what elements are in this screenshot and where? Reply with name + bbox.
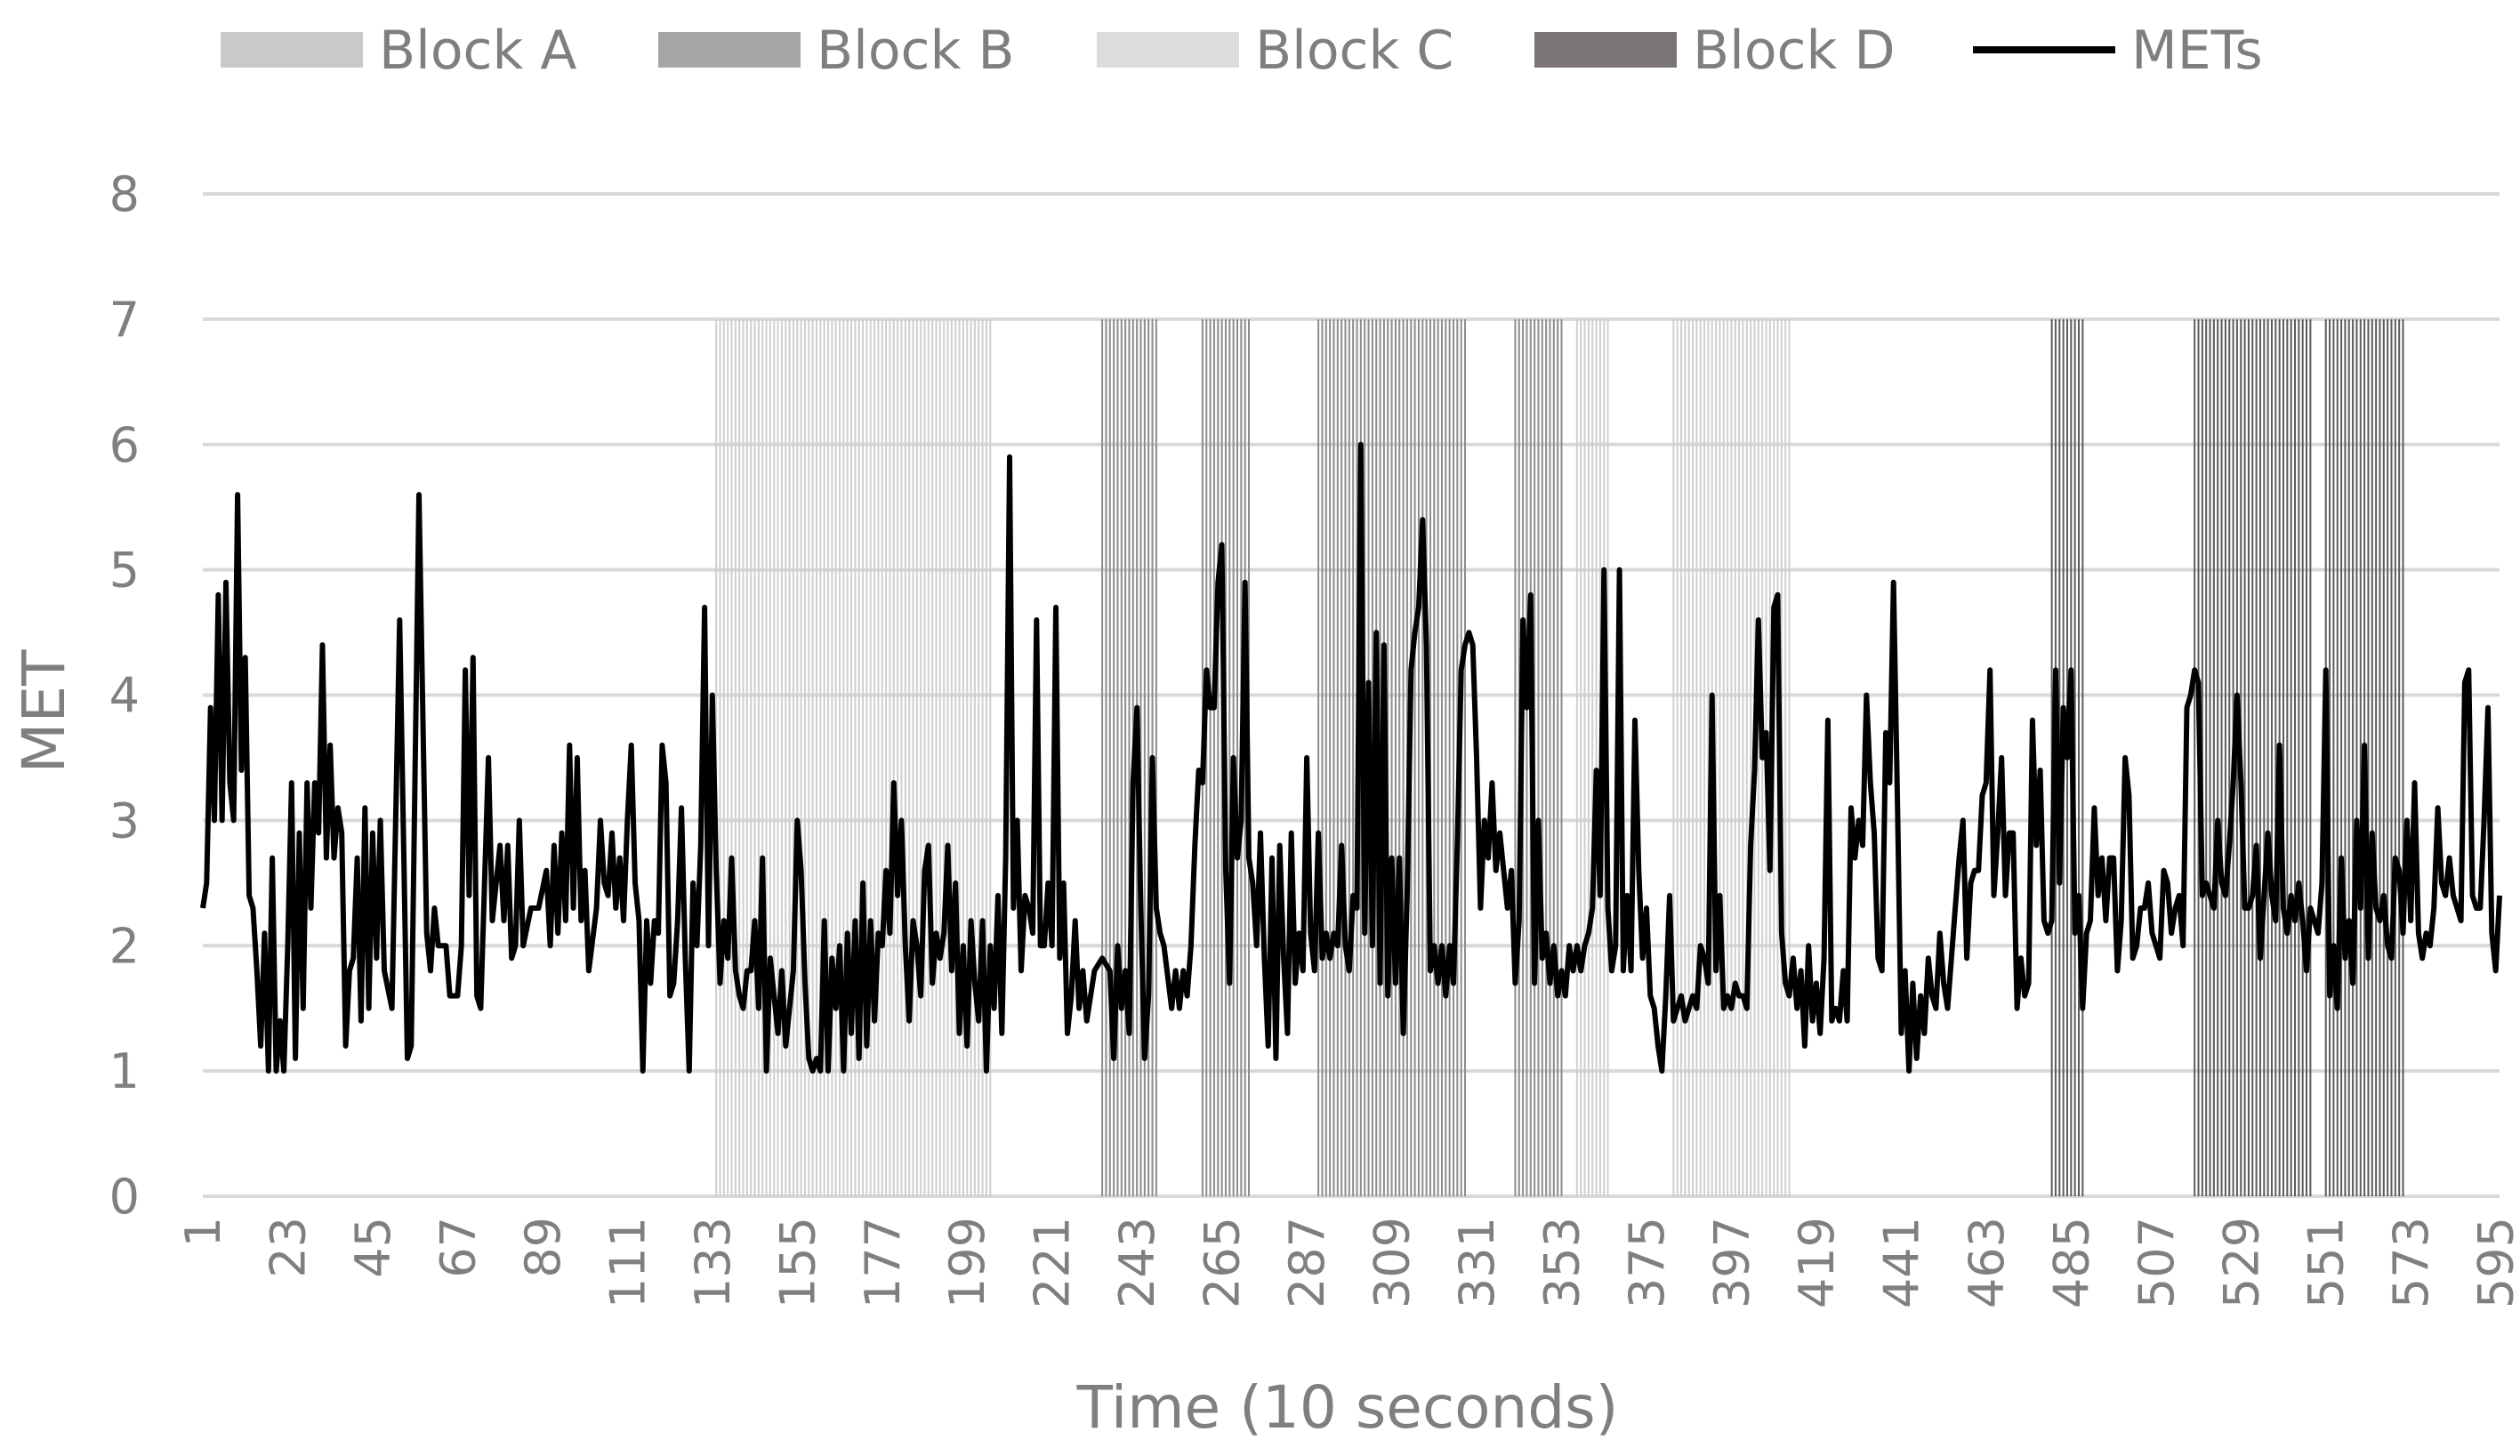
legend-swatch <box>1097 32 1239 68</box>
block-range <box>1101 318 1157 1196</box>
legend: Block A Block B Block C Block D METs <box>221 20 2263 82</box>
block-range <box>1317 318 1467 1196</box>
block-range <box>715 318 992 1196</box>
legend-label: Block D <box>1693 20 1896 82</box>
x-tick-label: 573 <box>2383 1217 2439 1308</box>
legend-item-block-b: Block B <box>658 20 1015 82</box>
x-tick-label: 529 <box>2213 1217 2269 1308</box>
legend-swatch <box>221 32 363 68</box>
x-tick-label: 89 <box>515 1217 571 1278</box>
x-tick-labels: 1 23 45 67 89 111 133 155 177 199 221 243 265 287 309 3… <box>175 1217 2520 1308</box>
x-tick-label: 331 <box>1449 1217 1505 1308</box>
x-tick-label: 111 <box>600 1217 656 1308</box>
legend-item-block-d: Block D <box>1534 20 1896 82</box>
y-tick-label: 8 <box>109 166 140 222</box>
x-tick-label: 265 <box>1195 1217 1251 1308</box>
block-bands <box>715 318 2404 1196</box>
x-tick-label: 595 <box>2468 1217 2520 1308</box>
y-axis-title: MET <box>10 649 78 774</box>
x-tick-label: 177 <box>855 1217 911 1308</box>
x-tick-label: 441 <box>1873 1217 1929 1308</box>
legend-label: Block C <box>1255 20 1453 82</box>
x-tick-label: 463 <box>1959 1217 2015 1308</box>
legend-label: METs <box>2131 20 2263 82</box>
legend-swatch <box>1534 32 1677 68</box>
y-tick-label: 1 <box>109 1043 140 1099</box>
y-tick-label: 6 <box>109 417 140 473</box>
x-tick-label: 221 <box>1025 1217 1081 1308</box>
x-tick-label: 1 <box>175 1217 231 1247</box>
legend-swatch <box>658 32 801 68</box>
x-tick-label: 243 <box>1109 1217 1165 1308</box>
y-tick-labels: 0 1 2 3 4 5 6 7 8 <box>109 166 140 1225</box>
legend-label: Block B <box>817 20 1015 82</box>
y-tick-label: 3 <box>109 792 140 849</box>
x-tick-label: 67 <box>430 1217 486 1278</box>
legend-item-block-a: Block A <box>221 20 576 82</box>
x-tick-label: 133 <box>685 1217 741 1308</box>
x-axis-title: Time (10 seconds) <box>1076 1373 1619 1442</box>
x-tick-label: 397 <box>1703 1217 1759 1308</box>
legend-item-block-c: Block C <box>1097 20 1453 82</box>
block-range <box>2194 318 2312 1196</box>
x-tick-label: 485 <box>2043 1217 2099 1308</box>
y-tick-label: 5 <box>109 543 140 599</box>
x-tick-label: 199 <box>939 1217 995 1308</box>
gridlines <box>203 192 2500 1198</box>
x-tick-label: 353 <box>1534 1217 1590 1308</box>
y-tick-label: 0 <box>109 1169 140 1225</box>
x-tick-label: 507 <box>2129 1217 2185 1308</box>
x-tick-label: 551 <box>2299 1217 2355 1308</box>
block-range <box>2324 318 2404 1196</box>
x-tick-label: 287 <box>1279 1217 1335 1308</box>
legend-label: Block A <box>379 20 576 82</box>
legend-item-mets: METs <box>1973 20 2263 82</box>
x-tick-label: 155 <box>769 1217 825 1308</box>
x-tick-label: 45 <box>345 1217 401 1278</box>
y-tick-label: 2 <box>109 918 140 974</box>
y-tick-label: 4 <box>109 668 140 724</box>
mets-line <box>200 441 2502 1074</box>
x-tick-label: 375 <box>1619 1217 1675 1308</box>
x-tick-label: 309 <box>1365 1217 1421 1308</box>
mets-series <box>200 441 2502 1074</box>
x-tick-label: 23 <box>260 1217 316 1278</box>
x-tick-label: 419 <box>1789 1217 1845 1308</box>
y-tick-label: 7 <box>109 292 140 348</box>
